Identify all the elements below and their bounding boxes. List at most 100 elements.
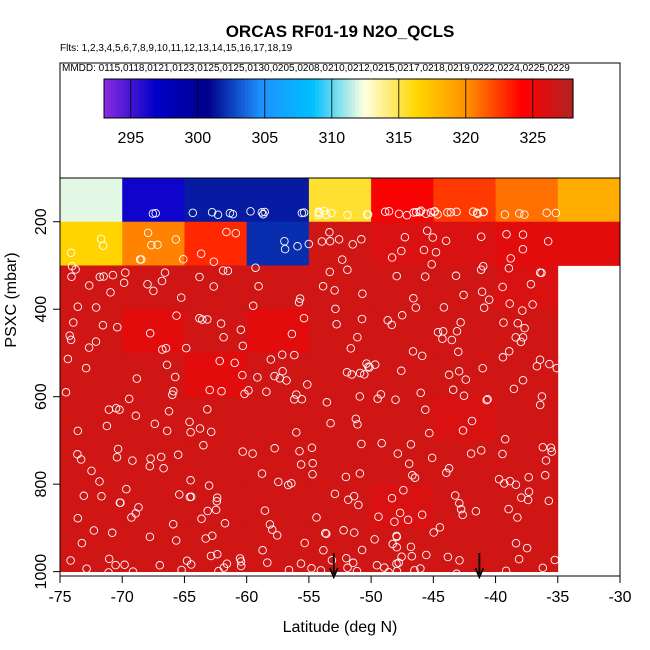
data-point <box>322 398 332 407</box>
data-point <box>212 496 222 506</box>
data-point <box>84 343 94 352</box>
data-point <box>535 268 545 277</box>
data-point <box>238 370 247 380</box>
data-point <box>352 566 362 576</box>
data-point <box>99 272 108 281</box>
data-point <box>274 477 283 487</box>
heatmap-cell <box>308 265 372 310</box>
colorbar-segment <box>522 79 527 118</box>
data-point <box>91 303 101 312</box>
heatmap-cell <box>308 396 372 441</box>
heatmap-cell <box>495 527 559 573</box>
heatmap-cell <box>433 221 496 266</box>
data-point <box>392 532 402 542</box>
colorbar-segment <box>509 79 514 118</box>
data-point <box>406 542 416 552</box>
data-point <box>284 565 294 575</box>
heatmap-cell <box>184 221 248 266</box>
data-point <box>537 392 547 401</box>
data-point <box>325 237 335 246</box>
colorbar-segment <box>361 79 366 118</box>
data-point <box>373 394 382 403</box>
colorbar-segment <box>355 79 360 118</box>
data-point <box>162 426 172 436</box>
colorbar-segment <box>388 79 393 118</box>
data-point <box>388 539 397 549</box>
data-point <box>207 207 217 217</box>
data-point <box>102 421 112 431</box>
colorbar-segment <box>402 79 407 118</box>
data-point <box>66 335 76 345</box>
data-point <box>406 440 416 449</box>
data-point <box>182 556 192 565</box>
data-point <box>348 558 358 568</box>
colorbar-segment <box>348 79 353 118</box>
heatmap-cell <box>60 265 123 310</box>
data-point <box>444 370 454 380</box>
colorbar-segment <box>204 79 209 118</box>
data-point <box>455 556 464 565</box>
heatmap-cell <box>246 309 310 354</box>
heatmap-cell <box>60 352 123 398</box>
data-point <box>416 564 425 573</box>
colorbar-segment <box>251 79 256 118</box>
data-point <box>454 347 463 357</box>
heatmap-cell <box>60 178 123 223</box>
data-point <box>230 358 239 368</box>
data-point <box>145 461 155 471</box>
data-point <box>292 390 301 399</box>
data-point <box>523 495 533 505</box>
colorbar-segment <box>526 79 531 118</box>
data-point <box>421 405 430 415</box>
data-point <box>541 456 551 465</box>
colorbar-tick-label: 295 <box>117 130 144 147</box>
data-point <box>296 460 306 469</box>
colorbar-segment <box>398 79 403 118</box>
colorbar-segment <box>475 79 480 118</box>
colorbar-segment <box>569 79 574 118</box>
data-point <box>212 493 222 502</box>
data-point <box>319 206 329 216</box>
data-point <box>438 327 448 336</box>
heatmap-cell <box>184 396 248 441</box>
colorbar-segment <box>462 79 467 118</box>
data-point <box>331 304 340 314</box>
data-point <box>448 385 458 395</box>
heatmap-cell <box>60 309 123 354</box>
data-point <box>195 272 204 282</box>
data-point <box>104 554 114 564</box>
colorbar-segment <box>325 79 330 118</box>
data-point <box>222 227 231 237</box>
data-point <box>468 207 478 216</box>
data-point <box>502 230 511 239</box>
data-point <box>321 528 330 538</box>
colorbar-segment <box>489 79 494 118</box>
data-point <box>151 208 160 218</box>
data-point <box>231 228 241 238</box>
arrow-head <box>474 567 485 580</box>
colorbar-segment <box>459 79 464 118</box>
heatmap-cell <box>433 309 496 354</box>
data-point <box>119 278 129 288</box>
data-point <box>483 394 492 404</box>
heatmap-cell <box>433 178 496 223</box>
data-point <box>203 315 212 324</box>
data-point <box>514 554 524 564</box>
data-point <box>431 247 441 257</box>
colorbar-segment <box>445 79 450 118</box>
data-point <box>175 490 184 499</box>
data-point <box>357 235 366 244</box>
x-axis: -75 -70 -65 -60 -55 -50 -45 -40 -35 -30 <box>48 576 632 606</box>
data-point <box>377 438 386 448</box>
colorbar-segment <box>546 79 551 118</box>
data-point <box>524 472 533 482</box>
colorbar-segment <box>254 79 259 118</box>
colorbar-segment <box>408 79 413 118</box>
data-point <box>421 209 431 218</box>
data-point <box>295 294 305 303</box>
data-point <box>295 446 304 456</box>
data-point <box>446 208 456 217</box>
data-point <box>411 207 421 217</box>
data-point <box>334 235 344 244</box>
data-point <box>147 240 156 250</box>
